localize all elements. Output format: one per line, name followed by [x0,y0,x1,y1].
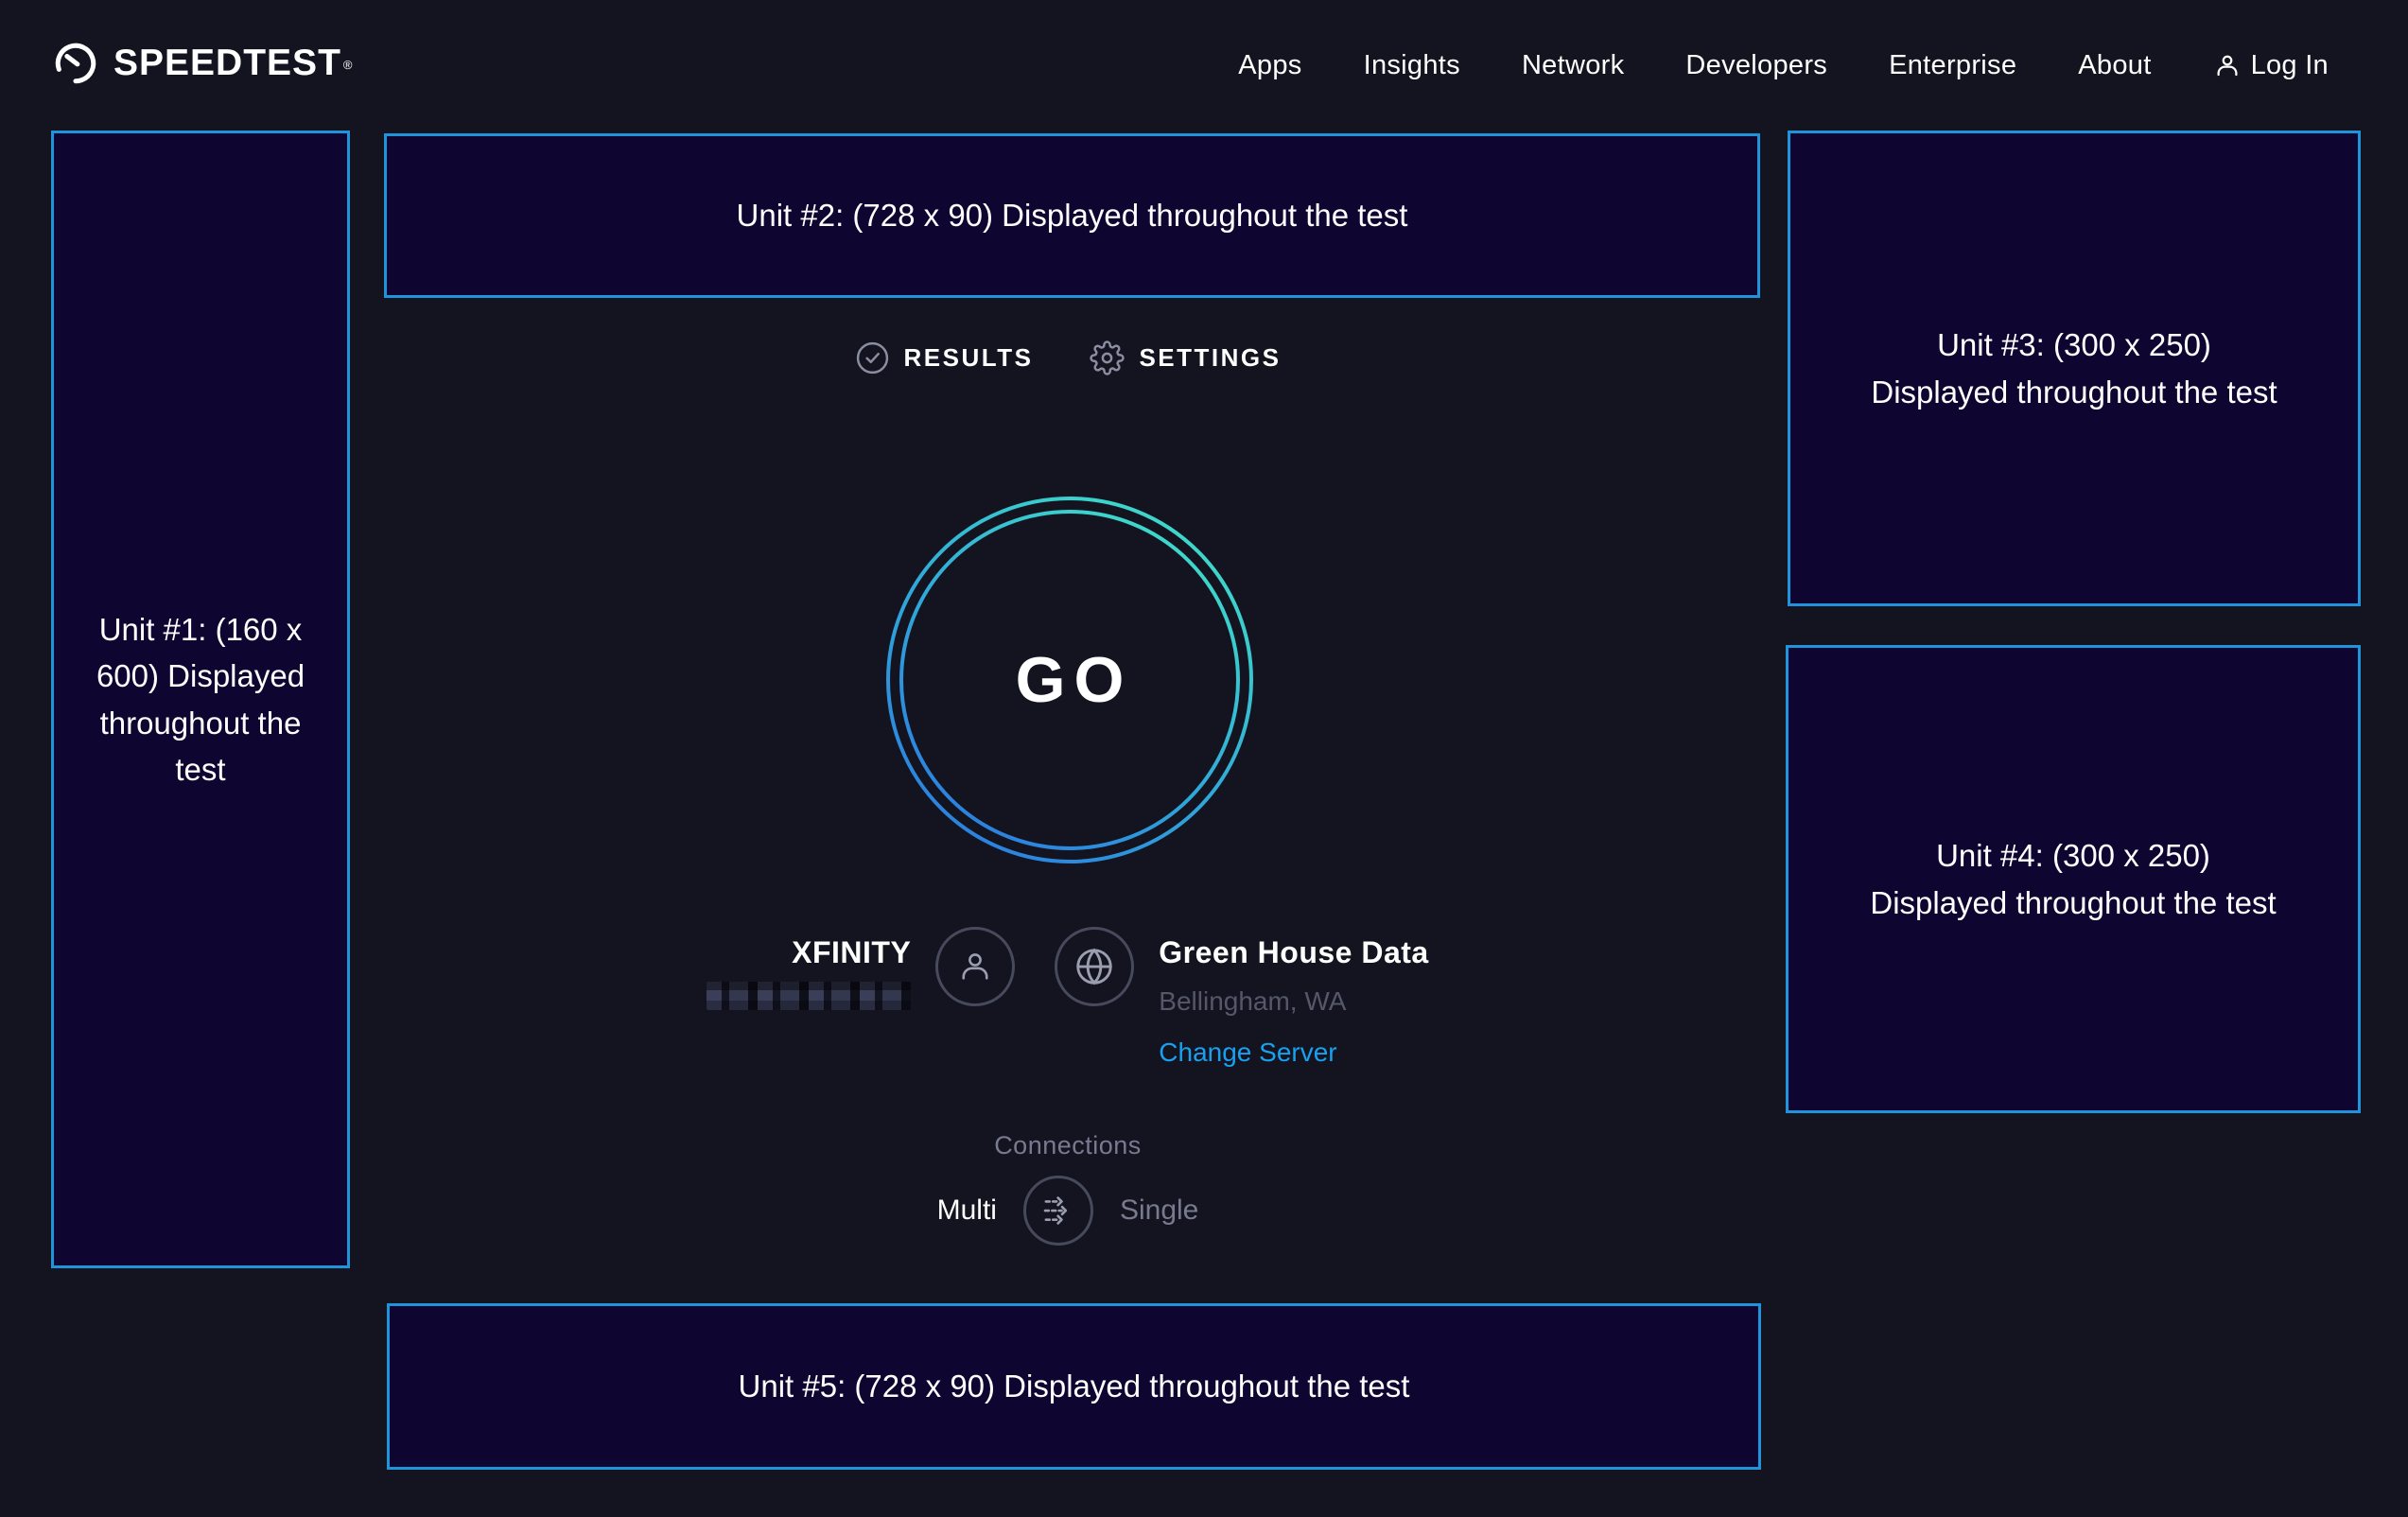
isp-block: XFINITY [707,915,1016,1010]
connections-single-option[interactable]: Single [1119,1194,1199,1226]
globe-icon [1076,948,1112,985]
logo-text: SPEEDTEST [113,43,341,83]
ad-unit-1-label: Unit #1: (160 x 600) Displayed throughou… [96,611,305,788]
check-circle-icon [856,341,888,375]
go-button-label: GO [1015,644,1133,716]
nav-enterprise[interactable]: Enterprise [1889,49,2017,80]
connections-multi-option[interactable]: Multi [936,1194,997,1226]
server-block: Green House Data Bellingham, WA Change S… [1055,915,1428,1069]
isp-ip-redacted [707,982,912,1010]
isp-user-icon-circle [935,927,1016,1006]
nav-apps[interactable]: Apps [1238,49,1302,80]
tab-results-label: RESULTS [903,343,1034,372]
ad-unit-4: Unit #4: (300 x 250) Displayed throughou… [1786,645,2361,1113]
go-button[interactable]: GO [885,496,1254,864]
ad-unit-5-label: Unit #5: (728 x 90) Displayed throughout… [738,1369,1410,1404]
nav-developers[interactable]: Developers [1685,49,1828,80]
nav-about[interactable]: About [2078,49,2152,80]
connections-section: Connections Multi Single [350,1131,1786,1246]
change-server-link[interactable]: Change Server [1159,1037,1337,1067]
user-icon [962,953,988,980]
speedtest-gauge-icon [55,43,96,84]
logo-wordmark: SPEEDTEST ® [113,43,352,84]
isp-name: XFINITY [792,935,912,969]
logo-trademark: ® [342,57,353,72]
nav-insights[interactable]: Insights [1363,49,1460,80]
server-location: Bellingham, WA [1159,986,1347,1016]
ad-unit-2-label: Unit #2: (728 x 90) Displayed throughout… [736,198,1408,234]
multi-connections-icon [1043,1196,1068,1225]
nav-login[interactable]: Log In [2213,50,2329,81]
ad-unit-5: Unit #5: (728 x 90) Displayed throughout… [387,1303,1761,1470]
connection-details: XFINITY Green House Data Belling [350,915,1786,1069]
tab-settings[interactable]: SETTINGS [1090,340,1281,375]
ad-unit-3-label: Unit #3: (300 x 250) Displayed throughou… [1871,327,2277,410]
view-tabs: RESULTS SETTINGS [350,340,1786,375]
connections-toggle[interactable] [1022,1176,1093,1246]
server-name: Green House Data [1159,935,1429,969]
nav-network[interactable]: Network [1521,49,1625,80]
speedtest-logo[interactable]: SPEEDTEST ® [52,40,352,87]
go-button-rings [886,497,1253,863]
connections-label: Connections [994,1131,1142,1160]
tab-results[interactable]: RESULTS [855,340,1034,375]
ad-unit-2: Unit #2: (728 x 90) Displayed throughout… [384,133,1760,298]
ad-unit-4-label: Unit #4: (300 x 250) Displayed throughou… [1870,838,2277,920]
ad-unit-3: Unit #3: (300 x 250) Displayed throughou… [1788,131,2361,606]
user-icon [2217,55,2238,77]
top-navigation: Apps Insights Network Developers Enterpr… [1238,0,2329,131]
gear-icon [1090,340,1125,375]
tab-settings-label: SETTINGS [1139,343,1282,372]
server-globe-icon-circle [1055,927,1135,1006]
ad-unit-1: Unit #1: (160 x 600) Displayed throughou… [51,131,350,1268]
login-label: Log In [2250,49,2329,80]
